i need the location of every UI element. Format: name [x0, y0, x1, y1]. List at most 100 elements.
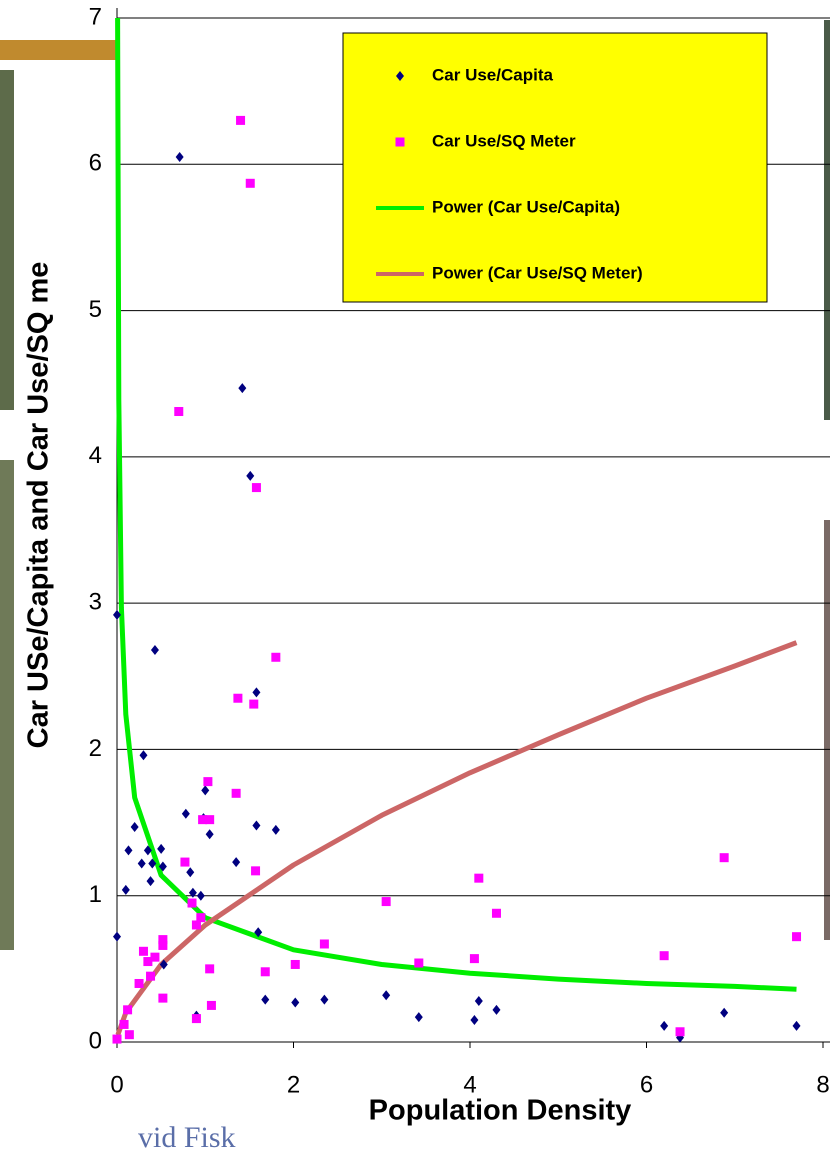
y-tick-label: 4: [89, 442, 102, 469]
point: [196, 913, 206, 923]
point: [469, 954, 479, 964]
point: [249, 699, 259, 709]
y-tick-label: 3: [89, 588, 102, 615]
point: [252, 687, 261, 698]
point: [150, 644, 159, 655]
legend-box: [342, 32, 768, 303]
point: [134, 978, 144, 988]
point: [231, 788, 241, 798]
point: [251, 866, 261, 876]
footer-text: vid Fisk: [138, 1121, 236, 1152]
point: [474, 996, 483, 1007]
point: [159, 959, 168, 970]
legend-label: Car Use/SQ Meter: [432, 131, 576, 150]
point: [206, 1000, 216, 1010]
point: [113, 609, 121, 620]
point: [290, 959, 300, 969]
point: [792, 1020, 801, 1031]
point: [119, 1019, 129, 1029]
legend-swatch: [396, 71, 404, 81]
point: [146, 876, 155, 887]
point: [271, 824, 280, 835]
point: [188, 887, 197, 898]
x-tick-label: 8: [816, 1071, 829, 1098]
point: [143, 845, 152, 856]
legend-label: Car Use/Capita: [432, 65, 553, 84]
point: [201, 785, 210, 796]
point: [146, 971, 156, 981]
point: [139, 750, 148, 761]
y-tick-label: 6: [89, 150, 102, 177]
point: [414, 1012, 423, 1023]
point: [113, 931, 121, 942]
point: [719, 853, 729, 863]
point: [143, 957, 153, 967]
point: [232, 857, 241, 868]
point: [158, 940, 168, 950]
point: [138, 946, 148, 956]
point: [157, 843, 166, 854]
point: [675, 1027, 685, 1037]
point: [180, 857, 190, 867]
decor-photo: [824, 520, 830, 940]
point: [124, 1030, 134, 1040]
point: [251, 483, 261, 493]
point: [491, 908, 501, 918]
point: [414, 958, 424, 968]
point: [233, 693, 243, 703]
point: [381, 897, 391, 907]
point: [191, 920, 201, 930]
point: [158, 935, 168, 945]
legend: Car Use/Capita Car Use/SQ Meter Power (Car…: [342, 32, 768, 303]
point: [148, 858, 157, 869]
point: [382, 990, 391, 1001]
point: [319, 939, 329, 949]
point: [158, 993, 168, 1003]
point: [158, 861, 167, 872]
point: [112, 1034, 122, 1044]
point: [254, 927, 263, 938]
point: [291, 997, 300, 1008]
point: [245, 178, 255, 188]
x-tick-label: 2: [287, 1071, 300, 1098]
point: [271, 652, 281, 662]
point: [238, 383, 247, 394]
y-tick-label: 5: [89, 296, 102, 323]
point: [174, 407, 184, 417]
point: [792, 932, 802, 942]
point: [186, 867, 195, 878]
point: [261, 994, 270, 1005]
decor-photo: [824, 20, 830, 420]
x-tick-label: 4: [463, 1071, 476, 1098]
point: [205, 829, 214, 840]
y-tick-label: 7: [89, 3, 102, 30]
decor-photo: [0, 70, 14, 410]
point: [260, 967, 270, 977]
decor-bar: [0, 40, 117, 60]
point: [252, 820, 261, 831]
x-axis-title: Population Density: [369, 1095, 632, 1127]
point: [470, 1015, 479, 1026]
legend-label: Power (Car Use/SQ Meter): [432, 263, 643, 282]
point: [236, 115, 246, 125]
point: [187, 898, 197, 908]
decor-photo: [0, 460, 14, 950]
point: [203, 777, 213, 787]
point: [198, 815, 208, 825]
point: [130, 821, 139, 832]
x-tick-label: 0: [110, 1071, 123, 1098]
legend-swatch: [395, 137, 405, 147]
point: [124, 845, 133, 856]
y-tick-label: 2: [89, 735, 102, 762]
point: [320, 994, 329, 1005]
y-tick-label: 0: [89, 1027, 102, 1054]
point: [181, 808, 190, 819]
point: [246, 470, 255, 481]
y-axis-title: Car USe/Capita and Car Use/SQ me: [23, 262, 55, 749]
plot-area: 0 1 2 3 4 5 6 7 0 2 4 6 8 Car Use/Capita Car Use/SQ Me…: [89, 3, 830, 1098]
point: [137, 858, 146, 869]
legend-label: Power (Car Use/Capita): [432, 197, 620, 216]
point: [659, 951, 669, 961]
point: [474, 873, 484, 883]
point: [121, 884, 130, 895]
